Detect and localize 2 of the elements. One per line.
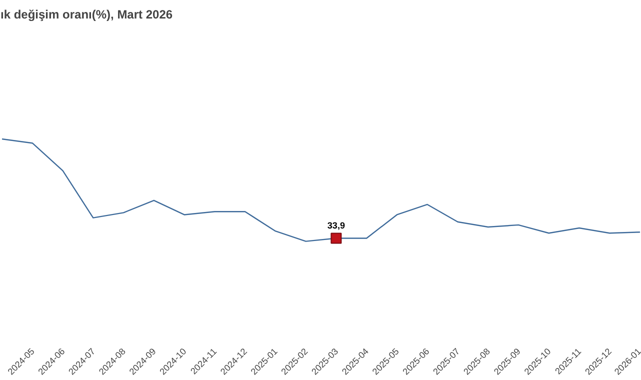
annotation: 33,9 xyxy=(327,220,345,230)
chart-title: ık değişim oranı(%), Mart 2026 xyxy=(0,8,173,22)
